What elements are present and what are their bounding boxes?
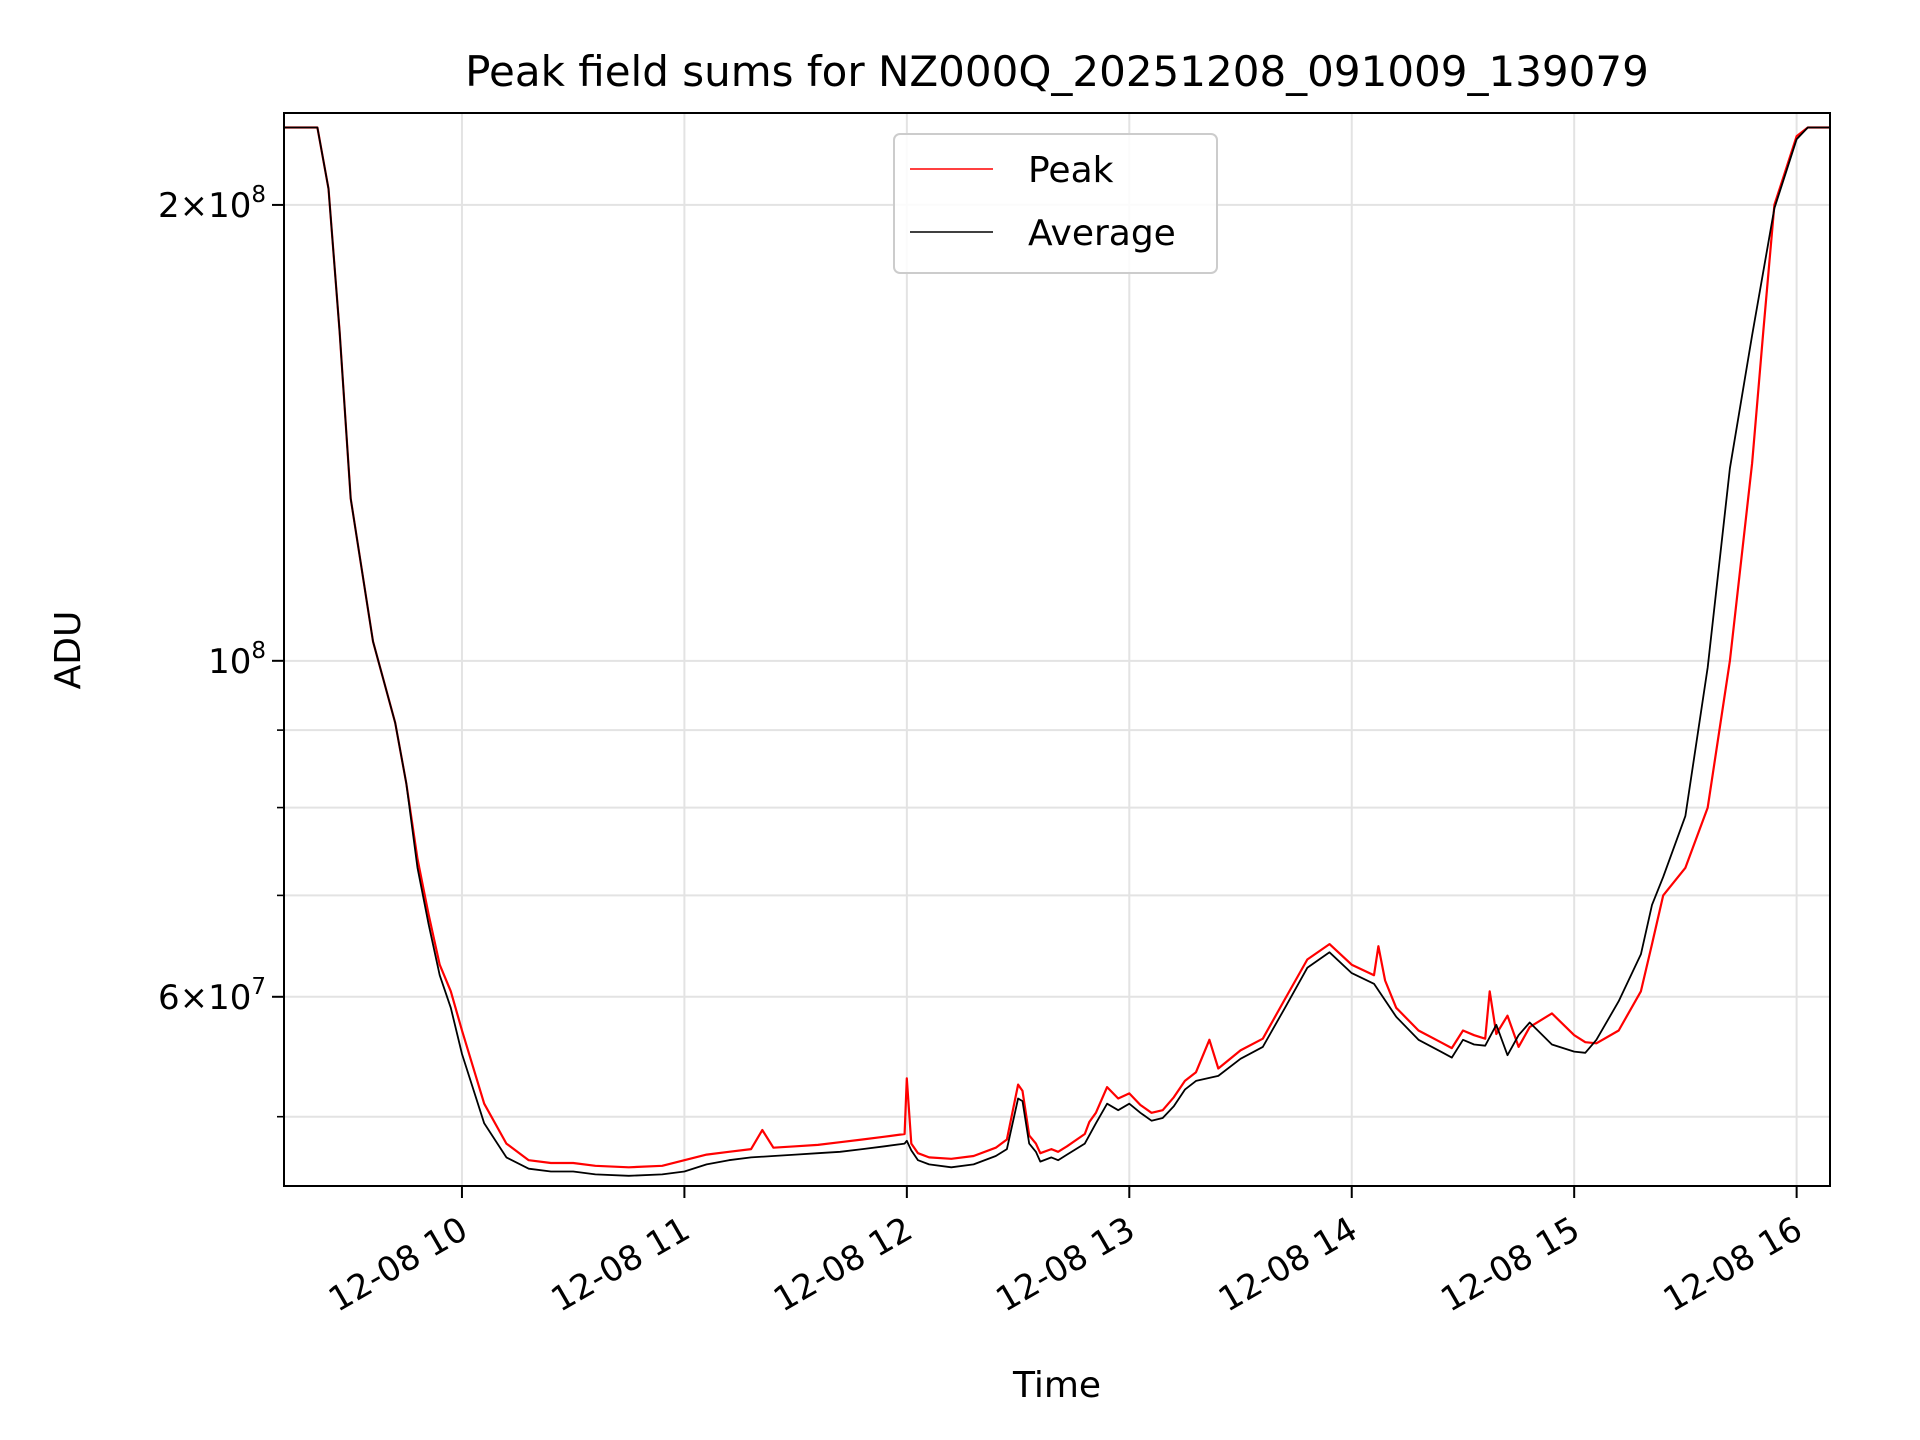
y-tick-exponent: 8 bbox=[251, 182, 266, 208]
x-axis-label: Time bbox=[1012, 1365, 1101, 1406]
legend: Peak Average bbox=[893, 133, 1218, 274]
y-tick-base: 10 bbox=[208, 642, 251, 682]
y-tick-times-sign: × bbox=[180, 186, 209, 226]
y-axis-label: ADU bbox=[48, 611, 89, 690]
plot-series bbox=[284, 126, 1830, 1177]
plot-area-frame bbox=[283, 112, 1831, 1187]
legend-label-average: Average bbox=[1028, 213, 1176, 254]
series-line-average bbox=[284, 126, 1830, 1177]
series-line-peak bbox=[284, 126, 1830, 1169]
y-tick-times-sign: × bbox=[180, 978, 209, 1018]
y-tick-label: 6×107 bbox=[158, 974, 266, 1018]
y-tick-mantissa: 6 bbox=[158, 978, 180, 1018]
y-tick-base: 10 bbox=[208, 186, 251, 226]
y-tick-base: 10 bbox=[208, 978, 251, 1018]
y-tick-exponent: 8 bbox=[251, 638, 266, 664]
y-tick-label: 108 bbox=[208, 638, 266, 682]
y-tick-mantissa: 2 bbox=[158, 186, 180, 226]
chart-title: Peak field sums for NZ000Q_20251208_0910… bbox=[465, 47, 1649, 96]
y-tick-exponent: 7 bbox=[251, 974, 266, 1000]
legend-label-peak: Peak bbox=[1028, 150, 1114, 191]
y-tick-label: 2×108 bbox=[158, 182, 266, 226]
